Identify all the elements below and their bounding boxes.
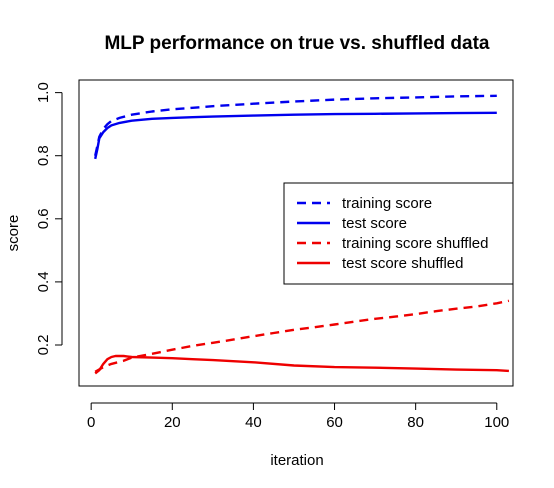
series-layer (94, 94, 510, 375)
x-tick-label: 100 (484, 414, 509, 431)
legend-label-3: training score shuffled (342, 235, 488, 252)
x-tick-label: 0 (87, 414, 95, 431)
legend-label-1: training score (342, 195, 432, 212)
x-axis-label: iteration (270, 452, 323, 469)
y-tick-label: 1.0 (35, 82, 52, 103)
x-tick-label: 40 (245, 414, 262, 431)
x-tick-label: 20 (164, 414, 181, 431)
series-line-3 (94, 299, 510, 373)
y-tick-label: 0.6 (35, 208, 52, 229)
y-tick-label: 0.2 (35, 335, 52, 356)
x-tick-label: 60 (326, 414, 343, 431)
legend-box (283, 182, 514, 285)
x-axis: 0 20 40 60 80 100 (87, 402, 509, 431)
chart-title: MLP performance on true vs. shuffled dat… (104, 33, 489, 54)
legend: training score test score training score s… (283, 182, 514, 285)
y-tick-label: 0.4 (35, 271, 52, 292)
y-axis-label: score (5, 215, 22, 252)
y-tick-label: 0.8 (35, 145, 52, 166)
x-tick-label: 80 (407, 414, 424, 431)
y-axis: 0.2 0.4 0.6 0.8 1.0 (35, 82, 63, 356)
series-line-2 (94, 111, 497, 160)
legend-label-4: test score shuffled (342, 255, 463, 272)
series-line-1 (94, 94, 497, 156)
series-line-4 (94, 354, 509, 375)
legend-label-2: test score (342, 215, 407, 232)
